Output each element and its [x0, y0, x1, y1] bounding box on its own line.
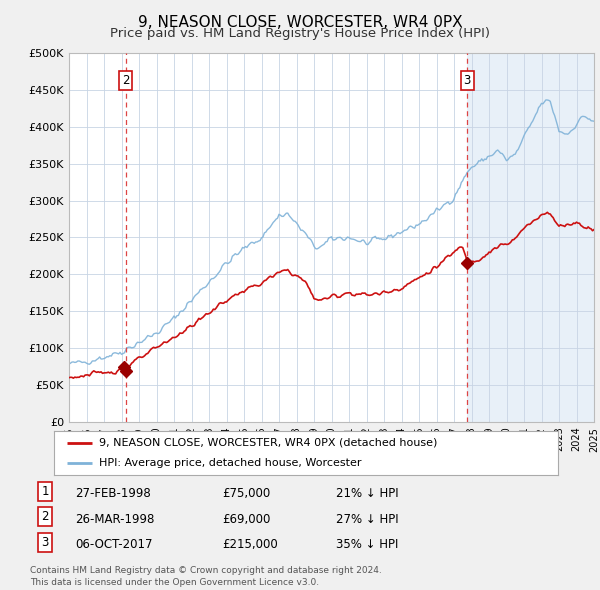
- Text: Contains HM Land Registry data © Crown copyright and database right 2024.
This d: Contains HM Land Registry data © Crown c…: [30, 566, 382, 587]
- Text: Price paid vs. HM Land Registry's House Price Index (HPI): Price paid vs. HM Land Registry's House …: [110, 27, 490, 40]
- Text: 2: 2: [122, 74, 130, 87]
- Text: 3: 3: [464, 74, 471, 87]
- Text: 35% ↓ HPI: 35% ↓ HPI: [336, 538, 398, 551]
- Text: 2: 2: [41, 510, 49, 523]
- Text: 06-OCT-2017: 06-OCT-2017: [75, 538, 152, 551]
- Text: HPI: Average price, detached house, Worcester: HPI: Average price, detached house, Worc…: [100, 458, 362, 468]
- Bar: [467, 53, 594, 422]
- Text: £69,000: £69,000: [222, 513, 271, 526]
- Text: £75,000: £75,000: [222, 487, 270, 500]
- Text: £215,000: £215,000: [222, 538, 278, 551]
- Text: 26-MAR-1998: 26-MAR-1998: [75, 513, 154, 526]
- Text: 27% ↓ HPI: 27% ↓ HPI: [336, 513, 398, 526]
- Text: 3: 3: [41, 536, 49, 549]
- Text: 21% ↓ HPI: 21% ↓ HPI: [336, 487, 398, 500]
- Text: 9, NEASON CLOSE, WORCESTER, WR4 0PX: 9, NEASON CLOSE, WORCESTER, WR4 0PX: [137, 15, 463, 30]
- Text: 27-FEB-1998: 27-FEB-1998: [75, 487, 151, 500]
- Text: 9, NEASON CLOSE, WORCESTER, WR4 0PX (detached house): 9, NEASON CLOSE, WORCESTER, WR4 0PX (det…: [100, 438, 438, 448]
- Text: 1: 1: [41, 485, 49, 498]
